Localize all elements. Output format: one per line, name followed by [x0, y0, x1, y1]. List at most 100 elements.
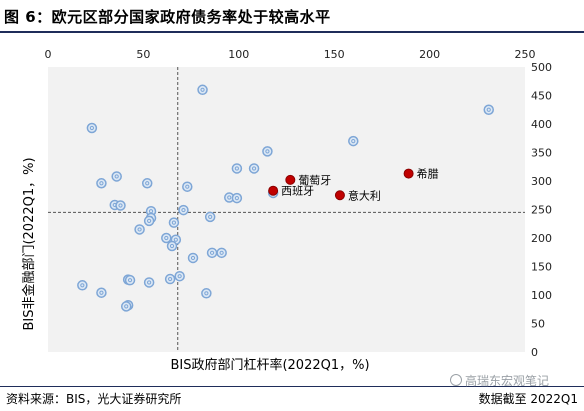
- point-label: 希腊: [417, 167, 439, 181]
- point-center: [99, 181, 104, 186]
- x-tick-label: 200: [419, 48, 440, 61]
- y-tick-label: 50: [531, 318, 545, 331]
- reference-lines: [48, 67, 525, 352]
- point-center: [89, 125, 94, 131]
- point-center: [173, 237, 178, 242]
- point-ring: [115, 200, 126, 211]
- point-center: [265, 149, 270, 154]
- scatter-point: [231, 163, 243, 174]
- point-center: [234, 196, 239, 201]
- point-ring: [348, 135, 359, 147]
- scatter-point: [134, 224, 145, 235]
- point-center: [351, 139, 356, 144]
- point-center: [181, 207, 186, 213]
- point-ring: [206, 247, 218, 259]
- y-tick-label: 450: [531, 90, 552, 103]
- point-center: [80, 283, 85, 288]
- point-center: [171, 220, 177, 225]
- data-date-note: 数据截至 2022Q1: [478, 392, 578, 406]
- axes: 0 50 100 150 200 250 0 50 100 150 200 250 300 350 400 4…: [45, 48, 553, 359]
- footer-divider: [0, 386, 584, 387]
- scatter-point: [166, 240, 178, 252]
- scatter-point: [201, 288, 212, 299]
- point-center: [145, 181, 150, 186]
- point-center: [99, 290, 104, 295]
- x-axis-label: BIS政府部门杠杆率(2022Q1，%): [170, 357, 369, 373]
- x-tick-label: 100: [228, 48, 249, 61]
- scatter-point: [96, 178, 107, 189]
- point-center: [114, 174, 119, 179]
- scatter-chart: 0 50 100 150 200 250 0 50 100 150 200 250 300 350 400 4…: [21, 48, 553, 373]
- point-ring: [262, 146, 273, 157]
- point-ring: [216, 247, 227, 259]
- point-ring: [231, 192, 243, 204]
- scatter-point: [206, 247, 218, 259]
- point-ring: [96, 178, 107, 189]
- y-tick-label: 0: [531, 346, 538, 359]
- point-ring: [231, 163, 243, 174]
- scatter-point: [187, 252, 199, 264]
- point-center: [208, 214, 213, 220]
- scatter-point: [168, 217, 180, 228]
- x-tick-label: 250: [515, 48, 536, 61]
- y-tick-label: 250: [531, 204, 552, 217]
- point-ring: [143, 215, 155, 227]
- point-center: [204, 291, 209, 296]
- data-points: [77, 84, 494, 312]
- scatter-point: [77, 280, 88, 291]
- scatter-point: [182, 181, 193, 192]
- point-ring: [77, 280, 88, 291]
- scatter-point: [197, 84, 208, 96]
- point-label: 意大利: [348, 188, 381, 202]
- scatter-point: [174, 270, 185, 282]
- title-divider: [0, 31, 584, 33]
- point-center: [124, 304, 129, 309]
- scatter-point: [111, 171, 122, 182]
- point-ring: [166, 240, 178, 252]
- x-tick-label: 150: [324, 48, 345, 61]
- point-ring: [168, 217, 180, 228]
- scatter-point: [204, 211, 216, 223]
- scatter-point: [86, 122, 98, 134]
- y-tick-label: 500: [531, 61, 552, 74]
- y-axis-label: BIS非金融部门(2022Q1，%): [21, 157, 37, 330]
- point-center: [227, 195, 232, 200]
- watermark-text: 高瑞东宏观笔记: [465, 374, 550, 388]
- y-tick-label: 100: [531, 289, 552, 302]
- scatter-point: [120, 301, 132, 312]
- point-ring: [483, 104, 494, 115]
- point-label: 葡萄牙: [298, 174, 331, 187]
- point-ring: [86, 122, 98, 134]
- highlighted-point: [403, 168, 414, 179]
- point-center: [118, 203, 123, 208]
- point-center: [219, 250, 224, 255]
- scatter-point: [483, 104, 494, 115]
- scatter-point: [115, 200, 126, 211]
- highlighted-point: [285, 174, 296, 185]
- point-ring: [120, 301, 132, 312]
- scatter-point: [96, 287, 107, 298]
- scatter-point: [348, 135, 359, 147]
- point-ring: [178, 204, 189, 216]
- point-center: [185, 184, 190, 189]
- point-ring: [182, 181, 193, 192]
- y-tick-label: 300: [531, 175, 552, 188]
- point-ring: [201, 288, 212, 299]
- y-tick-label: 350: [531, 147, 552, 160]
- point-center: [147, 280, 152, 285]
- x-tick-label: 0: [45, 48, 52, 61]
- point-ring: [161, 232, 172, 244]
- point-center: [169, 243, 175, 249]
- y-tick-label: 150: [531, 261, 552, 274]
- scatter-point: [216, 247, 227, 259]
- point-ring: [141, 178, 153, 189]
- point-center: [486, 107, 491, 112]
- x-tick-label: 50: [136, 48, 150, 61]
- point-center: [234, 166, 239, 171]
- scatter-point: [248, 163, 260, 174]
- highlighted-point: [268, 185, 279, 196]
- scatter-point: [231, 192, 243, 204]
- point-center: [137, 227, 142, 232]
- scatter-point: [164, 273, 176, 285]
